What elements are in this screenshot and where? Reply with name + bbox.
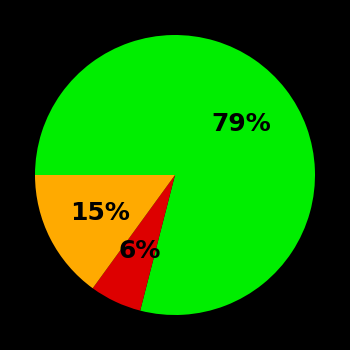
Text: 79%: 79% — [211, 112, 271, 135]
Wedge shape — [93, 175, 175, 310]
Wedge shape — [35, 175, 175, 288]
Wedge shape — [35, 35, 315, 315]
Text: 15%: 15% — [70, 201, 130, 225]
Text: 6%: 6% — [118, 239, 160, 263]
